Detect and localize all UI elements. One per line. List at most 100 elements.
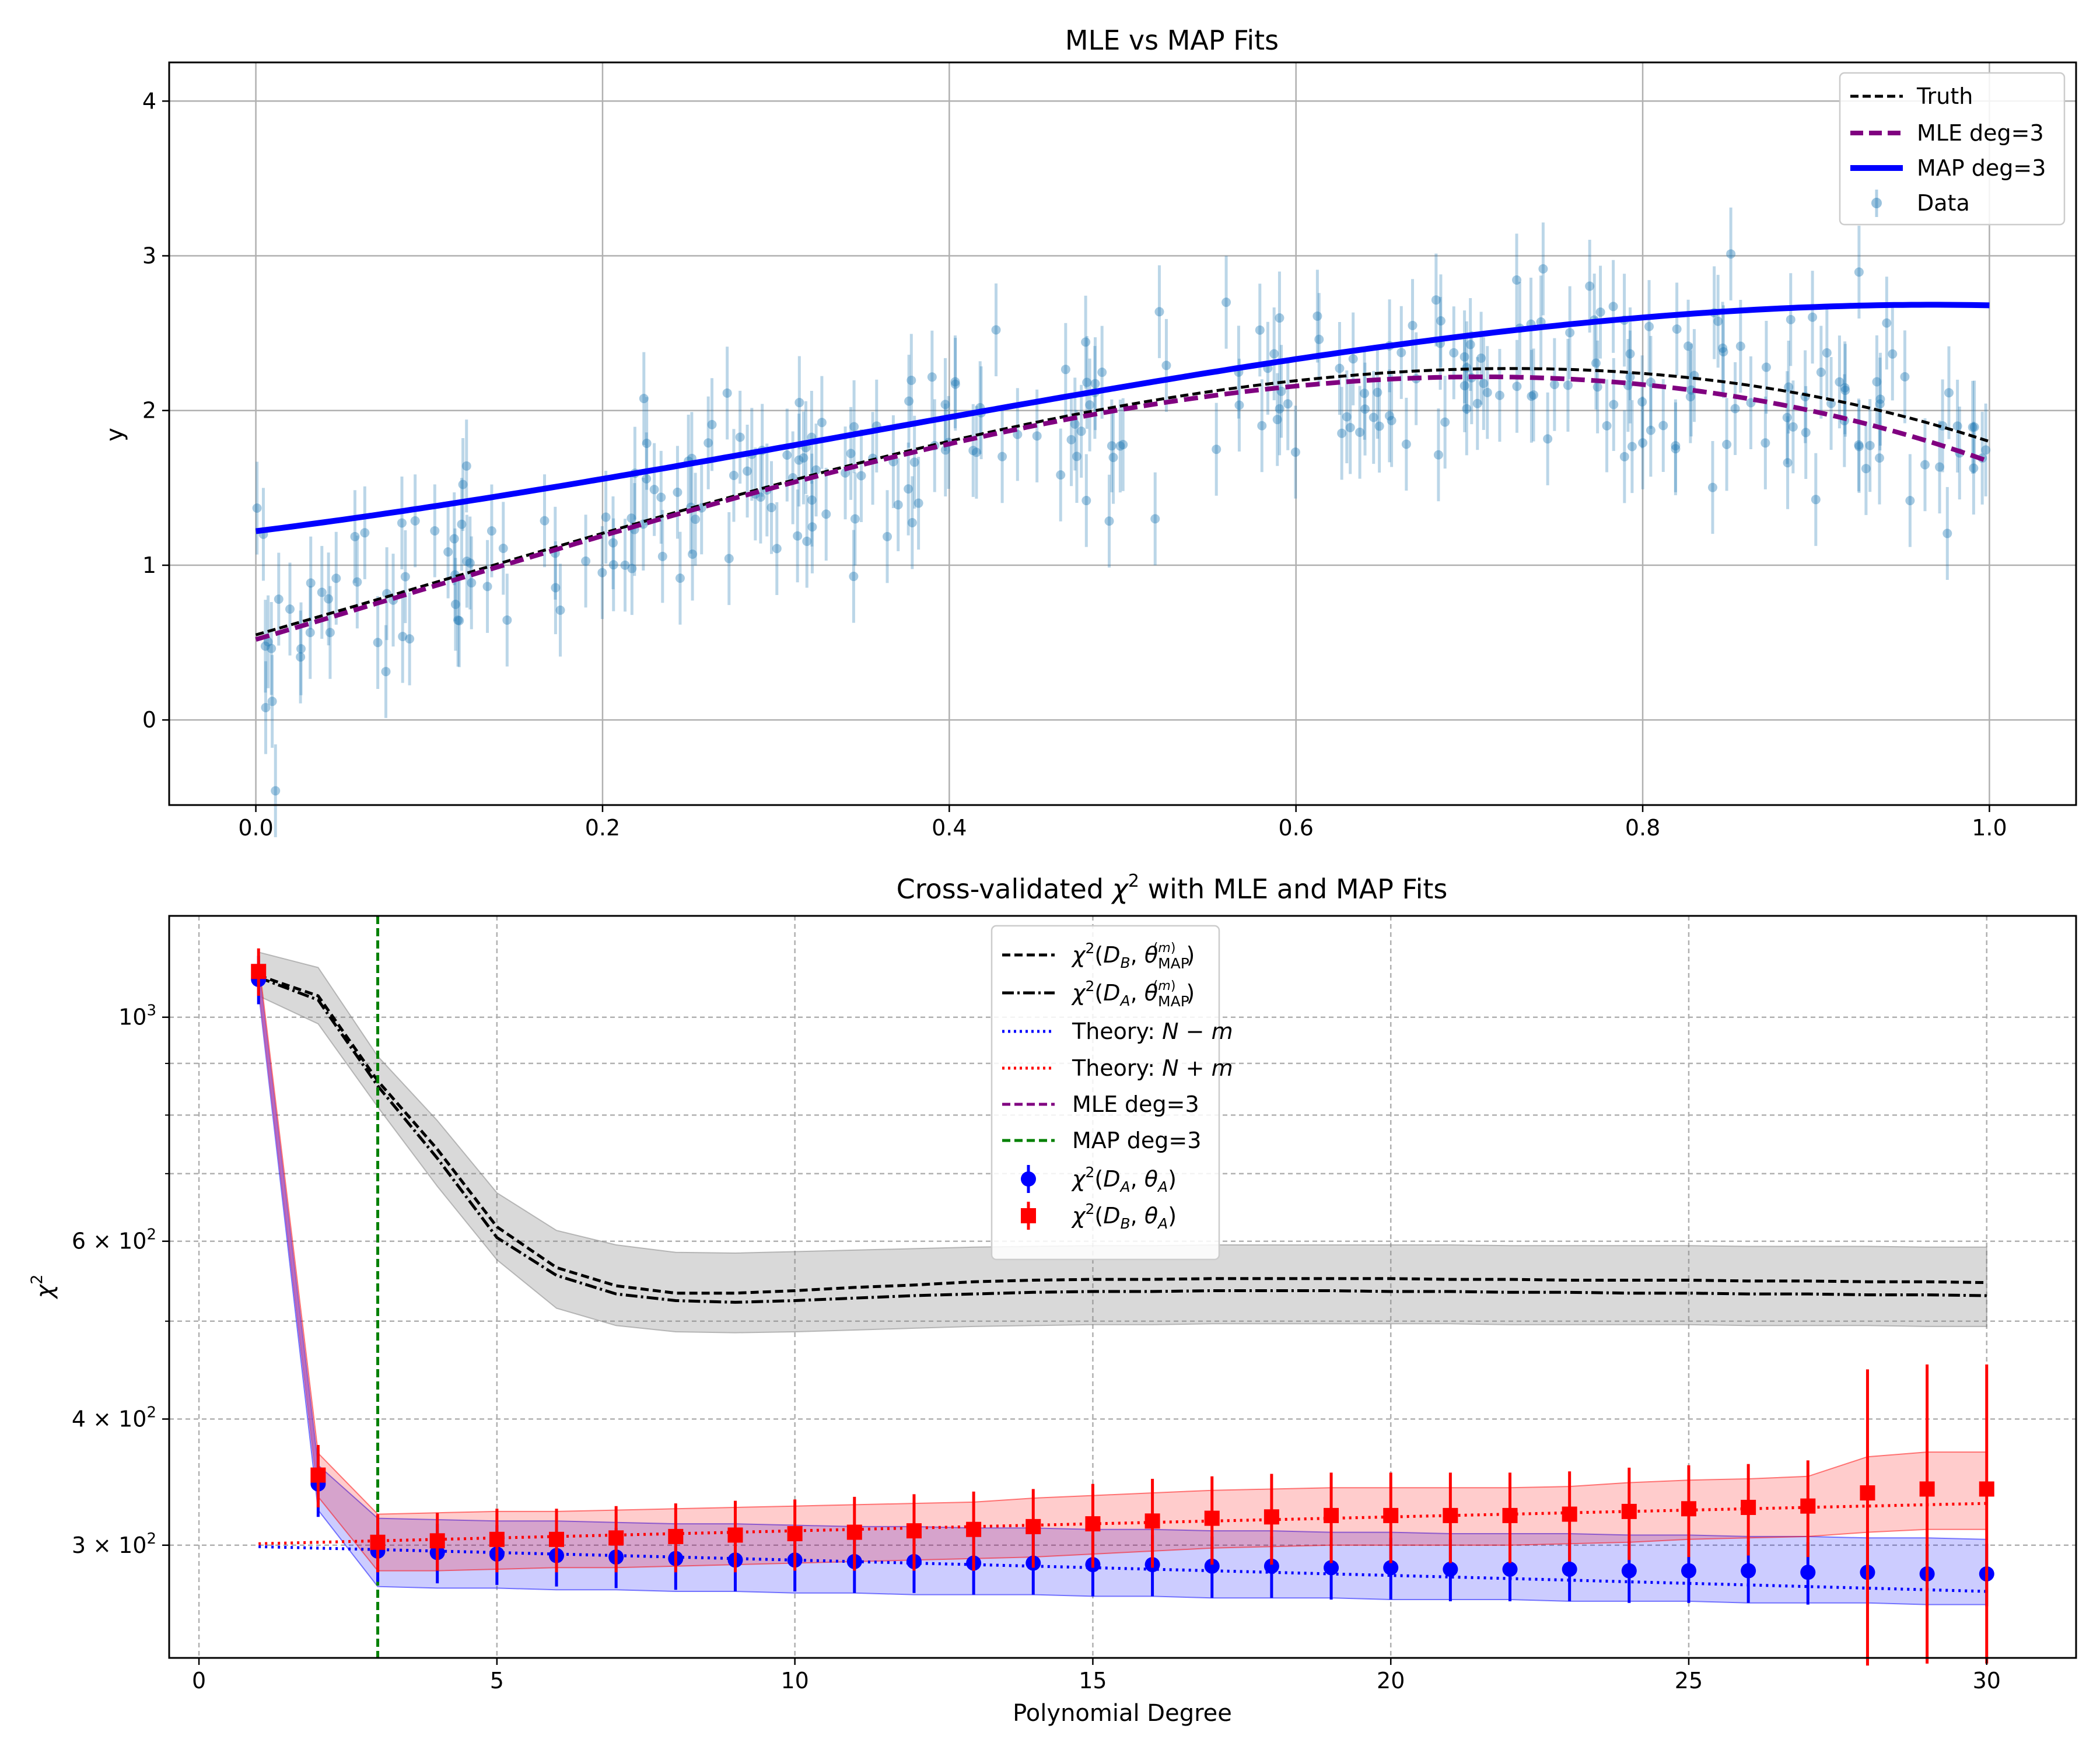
data-point [1952, 421, 1962, 431]
da-theta-a-marker [1324, 1560, 1339, 1576]
data-point [1684, 341, 1693, 351]
map-curve [255, 302, 1990, 534]
data-point [627, 564, 637, 573]
data-point [1465, 340, 1475, 349]
data-point [1401, 439, 1411, 449]
data-point [1115, 441, 1125, 451]
data-point [1512, 275, 1522, 285]
top-title: MLE vs MAP Fits [1065, 25, 1279, 56]
data-point [1387, 415, 1396, 425]
data-point [1360, 404, 1370, 414]
data-point [540, 516, 550, 526]
data-point [1671, 444, 1681, 454]
data-point [991, 325, 1001, 335]
data-point [252, 503, 262, 513]
data-point [1374, 421, 1384, 431]
top-legend: Truth MLE deg=3 MAP deg=3 Data [1839, 72, 2066, 226]
data-point [1726, 249, 1736, 259]
data-point [331, 573, 341, 583]
data-point [271, 786, 281, 796]
data-point [1608, 302, 1618, 312]
db-map-line [258, 974, 1987, 1295]
data-point [1905, 496, 1915, 506]
data-point [802, 536, 812, 546]
data-point [1969, 463, 1979, 473]
data-point [267, 643, 276, 653]
data-point [1431, 295, 1441, 305]
data-point [907, 517, 917, 527]
data-point [1272, 415, 1282, 425]
data-point [1081, 337, 1091, 347]
data-point [1257, 421, 1267, 431]
data-point [325, 628, 335, 638]
data-point [772, 544, 782, 554]
data-point [1637, 397, 1647, 407]
bottom-xtick-label: 0 [192, 1668, 206, 1693]
data-point [1968, 422, 1978, 432]
data-point [397, 518, 407, 528]
data-point [373, 638, 383, 648]
data-point [1735, 341, 1745, 351]
data-point [1861, 464, 1871, 474]
top-ytick-label: 2 [142, 398, 156, 424]
data-point [1396, 348, 1406, 358]
data-point [1874, 453, 1884, 463]
data-point [1944, 388, 1954, 398]
data-point [1408, 320, 1418, 330]
data-point [626, 513, 636, 523]
data-point [1314, 334, 1324, 344]
data-point [1875, 399, 1885, 409]
db-theta-a-marker [668, 1528, 684, 1544]
data-point [1609, 400, 1619, 410]
data-point [1565, 328, 1575, 338]
data-point [1625, 349, 1635, 359]
data-point [1072, 452, 1082, 461]
data-point [1462, 404, 1472, 414]
db-theta-a-marker [846, 1524, 862, 1540]
db-theta-a-marker [1085, 1516, 1101, 1532]
data-point [1384, 411, 1394, 421]
data-point [1449, 348, 1459, 358]
data-point [1543, 434, 1553, 444]
bottom-ytick-label: 3 × 102 [72, 1530, 156, 1558]
data-point [350, 531, 360, 541]
bottom-ylabel: χ2 [28, 1275, 58, 1300]
top-data-points [252, 207, 1991, 838]
top-ytick-label: 1 [142, 552, 156, 578]
data-point [1591, 358, 1601, 368]
data-point [1865, 440, 1875, 450]
db-theta-a-marker [1979, 1481, 1994, 1497]
data-point [555, 605, 565, 615]
data-point [1440, 417, 1450, 427]
top-xtick-label: 0.0 [238, 815, 273, 841]
bottom-axes-frame [168, 915, 2077, 1659]
db-theta-a-marker [251, 964, 267, 979]
top-xtick-label: 0.2 [585, 815, 620, 841]
data-point [1373, 387, 1382, 397]
db-theta-a-marker [489, 1531, 505, 1547]
legend-label-da-a: χ2(DA, θA) [1071, 1164, 1177, 1195]
legend-label-mle-deg: MLE deg=3 [1072, 1091, 1199, 1117]
db-theta-a-marker [787, 1525, 803, 1541]
data-point [1337, 428, 1347, 438]
db-theta-a-marker [1026, 1518, 1041, 1534]
da-theta-a-marker [1621, 1563, 1637, 1579]
data-point [1938, 421, 1948, 431]
data-point [1529, 390, 1539, 400]
bottom-markers [251, 948, 1994, 1666]
data-point [1713, 316, 1723, 326]
bottom-xtick-label: 20 [1377, 1668, 1405, 1693]
data-point [1460, 381, 1469, 391]
data-point [811, 465, 821, 475]
bottom-ytick-label: 4 × 102 [72, 1404, 156, 1432]
data-point [1335, 363, 1345, 373]
data-point [608, 538, 618, 548]
data-point [285, 604, 295, 614]
data-point [601, 512, 611, 522]
data-point [1154, 307, 1164, 317]
data-point [782, 450, 792, 460]
legend-label-theory-plus: Theory: N + m [1072, 1055, 1233, 1081]
data-point [405, 634, 415, 644]
data-point [487, 526, 496, 536]
